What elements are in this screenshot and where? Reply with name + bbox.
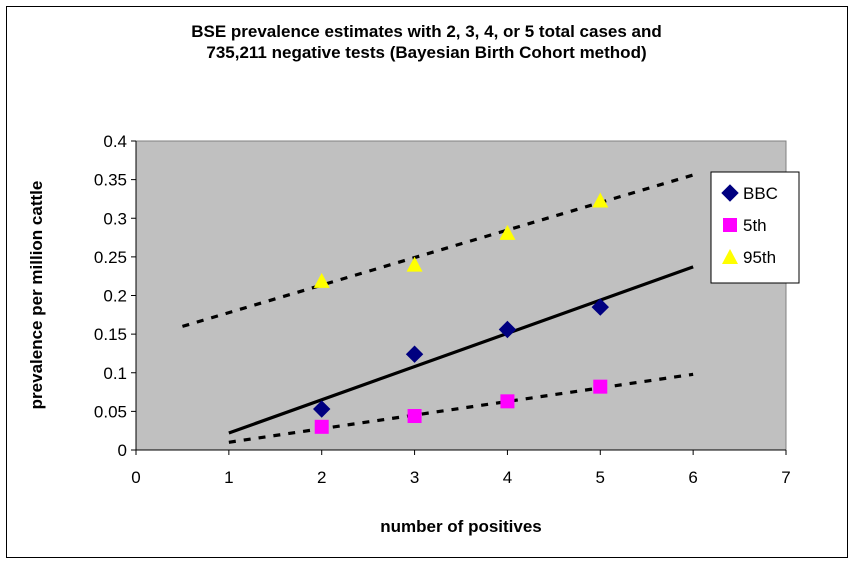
data-point-5th <box>407 409 422 424</box>
plot-area <box>135 140 787 451</box>
data-point-95th <box>592 192 609 208</box>
x-tick-label: 1 <box>224 468 233 487</box>
axes <box>131 140 787 455</box>
data-points <box>313 192 609 434</box>
data-point-bbc <box>313 400 331 418</box>
x-tick-label: 7 <box>781 468 790 487</box>
chart-subtitle: 735,211 negative tests (Bayesian Birth C… <box>206 43 647 62</box>
legend-marker-bbc <box>721 184 739 202</box>
y-axis-label: prevalence per million cattle <box>27 181 46 410</box>
y-tick-labels: 0 0.05 0.1 0.15 0.2 0.25 0.3 0.35 0.4 <box>94 132 127 460</box>
trendline-5th <box>228 372 694 444</box>
x-tick-label: 6 <box>688 468 697 487</box>
y-tick-label: 0.3 <box>103 209 127 228</box>
y-tick-label: 0.2 <box>103 287 127 306</box>
legend-entry-bbc: BBC <box>743 184 778 203</box>
y-tick-label: 0 <box>118 441 127 460</box>
x-tick-label: 5 <box>596 468 605 487</box>
legend-entry-95th: 95th <box>743 248 776 267</box>
trendline-bbc <box>228 265 694 435</box>
y-tick-label: 0.1 <box>103 364 127 383</box>
y-tick-label: 0.4 <box>103 132 127 151</box>
x-tick-label: 2 <box>317 468 326 487</box>
data-point-bbc <box>498 320 517 339</box>
data-point-95th <box>313 272 330 288</box>
data-point-95th <box>406 256 423 272</box>
x-tick-label: 3 <box>410 468 419 487</box>
data-point-5th <box>593 379 608 394</box>
y-tick-label: 0.25 <box>94 248 127 267</box>
y-tick-label: 0.05 <box>94 402 127 421</box>
y-tick-label: 0.35 <box>94 171 127 190</box>
data-point-bbc <box>405 345 424 363</box>
chart-title: BSE prevalence estimates with 2, 3, 4, o… <box>191 22 662 41</box>
trendlines <box>181 173 694 444</box>
legend: BBC 5th 95th <box>710 171 800 284</box>
data-point-95th <box>499 224 516 240</box>
legend-entry-5th: 5th <box>743 216 767 235</box>
x-tick-labels: 0 1 2 3 4 5 6 7 <box>131 468 790 487</box>
legend-marker-5th <box>723 218 737 232</box>
y-tick-label: 0.15 <box>94 325 127 344</box>
x-axis-label: number of positives <box>380 517 542 536</box>
x-tick-label: 0 <box>131 468 140 487</box>
data-point-5th <box>500 394 515 409</box>
legend-marker-95th <box>722 249 738 264</box>
data-point-5th <box>314 419 329 434</box>
data-point-bbc <box>591 298 609 316</box>
x-tick-label: 4 <box>503 468 512 487</box>
